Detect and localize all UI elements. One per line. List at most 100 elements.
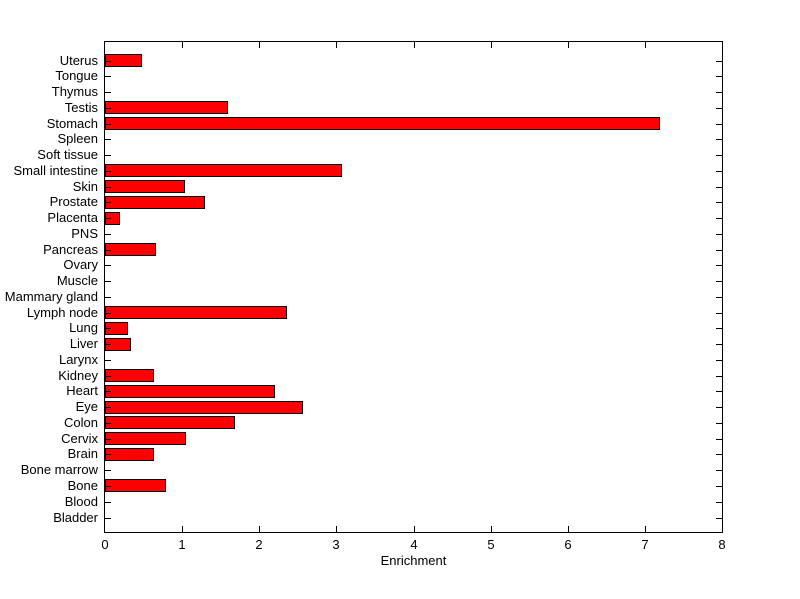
category-label: Spleen [57, 131, 98, 147]
y-tick-right [716, 328, 722, 330]
y-tick-left [105, 454, 111, 456]
category-label: Thymus [51, 84, 98, 100]
y-tick-right [716, 375, 722, 377]
bar [105, 479, 166, 493]
bar [105, 400, 303, 414]
x-tick-label: 3 [332, 537, 340, 552]
y-tick-left [105, 344, 111, 346]
y-tick-left [105, 328, 111, 330]
y-tick-right [716, 92, 722, 94]
bar [105, 101, 228, 115]
category-label: Skin [72, 178, 98, 194]
category-label: Uterus [59, 52, 98, 68]
category-label: Placenta [47, 210, 98, 226]
x-tick-label: 7 [641, 537, 649, 552]
y-tick-right [716, 218, 722, 220]
y-tick-right [716, 407, 722, 409]
bar [105, 180, 185, 194]
y-tick-right [716, 123, 722, 125]
y-tick-right [716, 107, 722, 109]
x-tick-label: 8 [718, 537, 726, 552]
y-tick-right [716, 501, 722, 503]
x-tick-bottom [414, 526, 415, 532]
category-label: Blood [64, 493, 98, 509]
bar [105, 432, 186, 446]
category-label: Testis [64, 99, 98, 115]
y-tick-left [105, 359, 111, 361]
y-tick-right [716, 139, 722, 141]
plot-area [104, 41, 723, 533]
x-tick-label: 6 [564, 537, 572, 552]
x-tick-bottom [336, 526, 337, 532]
bar [105, 243, 156, 257]
y-tick-left [105, 233, 111, 235]
y-tick-left [105, 375, 111, 377]
category-label: Heart [66, 383, 98, 399]
y-tick-right [716, 359, 722, 361]
y-tick-right [716, 517, 722, 519]
x-tick-label: 4 [410, 537, 418, 552]
category-label: PNS [71, 225, 98, 241]
category-label: Cervix [61, 430, 98, 446]
y-tick-right [716, 281, 722, 283]
bar [105, 447, 154, 461]
x-tick-bottom [568, 526, 569, 532]
y-tick-right [716, 60, 722, 62]
y-tick-left [105, 218, 111, 220]
y-tick-left [105, 391, 111, 393]
y-tick-left [105, 296, 111, 298]
x-tick-top [336, 42, 337, 48]
x-tick-bottom [259, 526, 260, 532]
x-tick-label: 2 [255, 537, 263, 552]
y-tick-right [716, 170, 722, 172]
y-tick-left [105, 92, 111, 94]
y-tick-left [105, 186, 111, 188]
category-label: Bladder [53, 509, 98, 525]
y-tick-right [716, 438, 722, 440]
y-tick-left [105, 155, 111, 157]
y-tick-right [716, 485, 722, 487]
y-tick-left [105, 501, 111, 503]
y-tick-left [105, 407, 111, 409]
category-label: Small intestine [13, 162, 98, 178]
category-label: Bone marrow [20, 462, 98, 478]
category-label: Lung [69, 320, 98, 336]
category-label: Eye [75, 399, 98, 415]
y-tick-right [716, 249, 722, 251]
y-tick-left [105, 438, 111, 440]
x-tick-label: 1 [178, 537, 186, 552]
y-tick-left [105, 139, 111, 141]
bar [105, 416, 235, 430]
x-tick-top [259, 42, 260, 48]
category-label: Kidney [58, 367, 98, 383]
y-tick-left [105, 312, 111, 314]
x-tick-top [568, 42, 569, 48]
category-label: Liver [69, 336, 98, 352]
y-tick-left [105, 470, 111, 472]
category-label: Mammary gland [4, 288, 98, 304]
y-tick-left [105, 485, 111, 487]
y-tick-left [105, 123, 111, 125]
y-tick-right [716, 233, 722, 235]
bar [105, 164, 342, 178]
x-axis-label: Enrichment [380, 553, 447, 568]
y-tick-left [105, 60, 111, 62]
category-label: Soft tissue [37, 147, 98, 163]
x-tick-bottom [182, 526, 183, 532]
y-tick-left [105, 265, 111, 267]
x-tick-top [491, 42, 492, 48]
y-tick-right [716, 312, 722, 314]
x-tick-label: 0 [101, 537, 109, 552]
y-tick-right [716, 454, 722, 456]
bar [105, 117, 660, 131]
category-label: Stomach [46, 115, 98, 131]
category-label: Prostate [49, 194, 98, 210]
y-tick-right [716, 422, 722, 424]
y-tick-right [716, 391, 722, 393]
x-tick-label: 5 [487, 537, 495, 552]
y-tick-right [716, 470, 722, 472]
category-label: Muscle [56, 273, 98, 289]
y-tick-left [105, 107, 111, 109]
y-tick-right [716, 265, 722, 267]
